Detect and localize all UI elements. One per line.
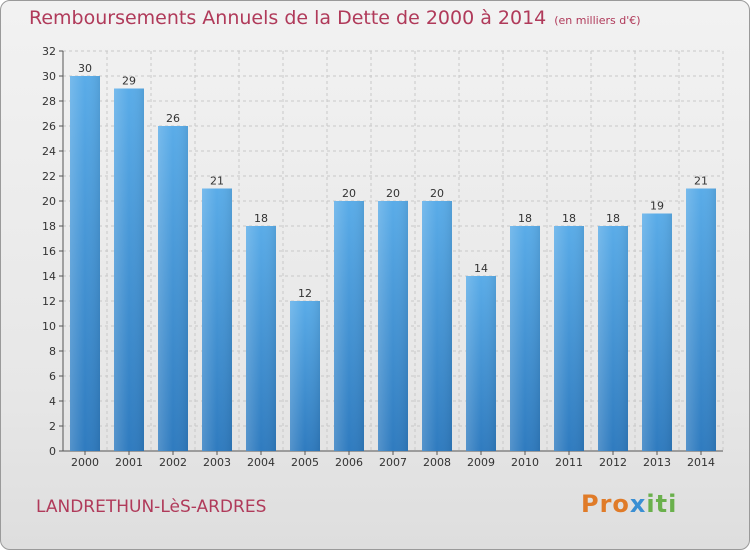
- x-tick-label-2013: 2013: [643, 456, 671, 469]
- x-tick-label-2005: 2005: [291, 456, 319, 469]
- bar-shade-2006: [334, 201, 364, 451]
- bar-shade-2004: [246, 226, 276, 451]
- x-tick-label-2011: 2011: [555, 456, 583, 469]
- y-tick-label: 10: [42, 320, 56, 333]
- y-tick-label: 18: [42, 220, 56, 233]
- bar-shade-2011: [554, 226, 584, 451]
- chart-title: Remboursements Annuels de la Dette de 20…: [29, 7, 641, 29]
- x-tick-label-2012: 2012: [599, 456, 627, 469]
- bar-shade-2013: [642, 213, 672, 451]
- y-tick-label: 26: [42, 120, 56, 133]
- y-tick-label: 16: [42, 245, 56, 258]
- data-label-2003: 21: [210, 175, 224, 188]
- proxiti-logo[interactable]: Proxiti: [581, 490, 677, 518]
- x-tick-label-2001: 2001: [115, 456, 143, 469]
- bar-shade-2005: [290, 301, 320, 451]
- x-tick-label-2008: 2008: [423, 456, 451, 469]
- bar-shade-2001: [114, 88, 144, 451]
- data-label-2008: 20: [430, 187, 444, 200]
- y-tick-label: 30: [42, 70, 56, 83]
- x-tick-label-2003: 2003: [203, 456, 231, 469]
- bar-shade-2000: [70, 76, 100, 451]
- bar-shade-2012: [598, 226, 628, 451]
- y-tick-label: 14: [42, 270, 56, 283]
- y-tick-label: 22: [42, 170, 56, 183]
- logo-part-2: x: [629, 490, 647, 518]
- bar-shade-2010: [510, 226, 540, 451]
- x-tick-label-2000: 2000: [71, 456, 99, 469]
- x-tick-label-2014: 2014: [687, 456, 715, 469]
- bar-shade-2003: [202, 188, 232, 451]
- bar-shade-2007: [378, 201, 408, 451]
- y-tick-label: 8: [49, 345, 56, 358]
- x-tick-label-2007: 2007: [379, 456, 407, 469]
- data-label-2011: 18: [562, 212, 576, 225]
- data-label-2001: 29: [122, 75, 136, 88]
- x-tick-label-2006: 2006: [335, 456, 363, 469]
- bar-shade-2014: [686, 188, 716, 451]
- bar-shade-2008: [422, 201, 452, 451]
- data-label-2013: 19: [650, 200, 664, 213]
- chart-unit-note: (en milliers d'€): [554, 14, 641, 27]
- data-label-2009: 14: [474, 262, 488, 275]
- bar-shade-2002: [158, 126, 188, 451]
- x-tick-label-2009: 2009: [467, 456, 495, 469]
- x-tick-label-2004: 2004: [247, 456, 275, 469]
- y-tick-label: 0: [49, 445, 56, 458]
- x-tick-label-2010: 2010: [511, 456, 539, 469]
- logo-part-1: Pro: [581, 490, 630, 518]
- data-labels: 30 29 26 21 18 12 20 20 20 14 18 18 18 19 21: [78, 62, 708, 300]
- data-label-2006: 20: [342, 187, 356, 200]
- y-tick-label: 12: [42, 295, 56, 308]
- y-tick-label: 32: [42, 45, 56, 58]
- y-tick-label: 24: [42, 145, 56, 158]
- data-label-2010: 18: [518, 212, 532, 225]
- x-tick-label-2002: 2002: [159, 456, 187, 469]
- bars: [70, 76, 716, 451]
- chart-title-text: Remboursements Annuels de la Dette de 20…: [29, 7, 547, 29]
- data-label-2004: 18: [254, 212, 268, 225]
- y-tick-label: 6: [49, 370, 56, 383]
- commune-name: LANDRETHUN-LèS-ARDRES: [36, 497, 267, 517]
- y-tick-label: 4: [49, 395, 56, 408]
- y-tick-label: 2: [49, 420, 56, 433]
- data-label-2005: 12: [298, 287, 312, 300]
- data-label-2007: 20: [386, 187, 400, 200]
- data-label-2014: 21: [694, 175, 708, 188]
- data-label-2012: 18: [606, 212, 620, 225]
- y-tick-label: 28: [42, 95, 56, 108]
- bar-shade-2009: [466, 276, 496, 451]
- y-tick-label: 20: [42, 195, 56, 208]
- data-label-2000: 30: [78, 62, 92, 75]
- logo-part-3: iti: [646, 490, 678, 518]
- data-label-2002: 26: [166, 112, 180, 125]
